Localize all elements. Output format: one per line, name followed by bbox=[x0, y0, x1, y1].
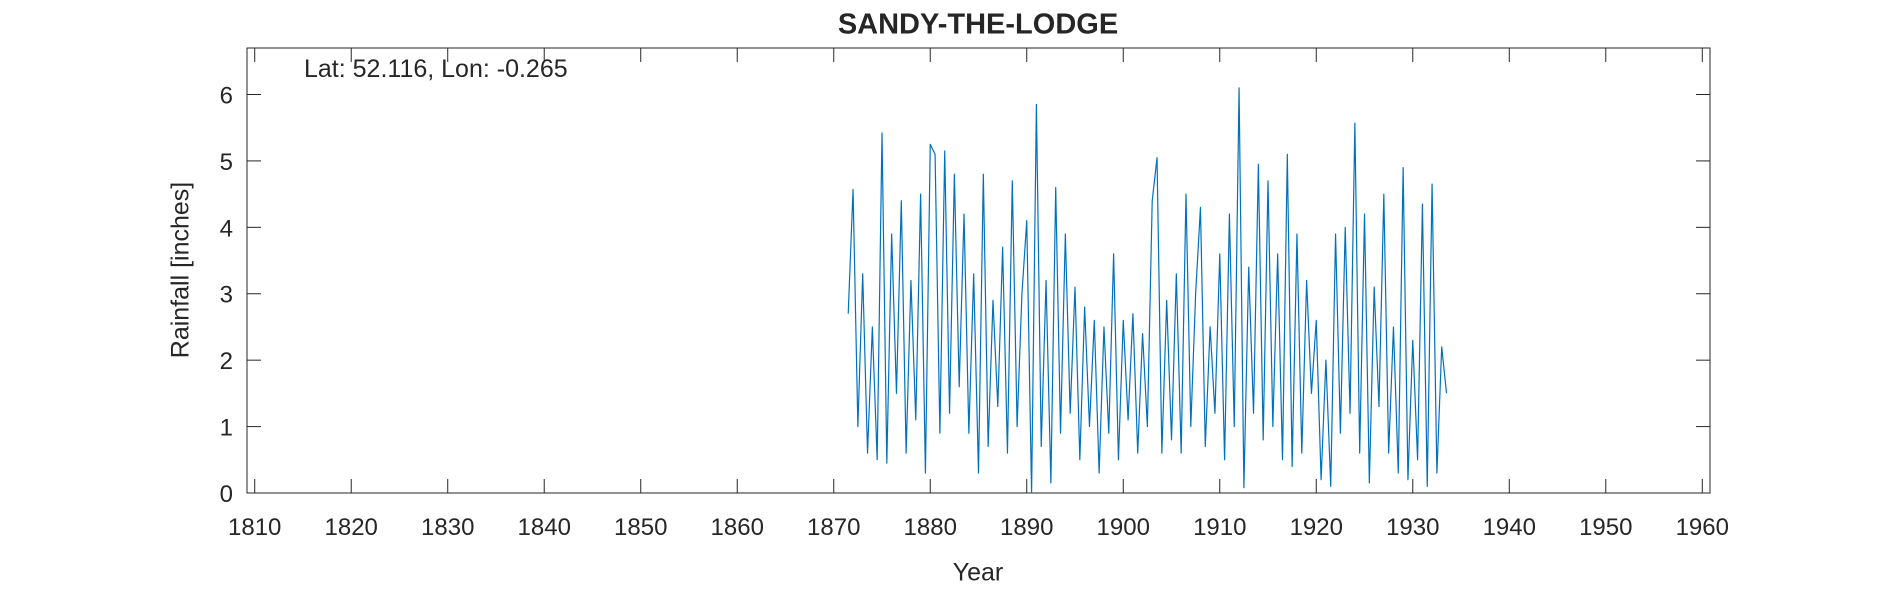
y-tick-label: 6 bbox=[220, 82, 233, 109]
x-axis-label: Year bbox=[953, 559, 1004, 587]
x-tick-label: 1940 bbox=[1483, 514, 1536, 541]
x-tick-label: 1830 bbox=[421, 514, 474, 541]
x-tick-label: 1840 bbox=[518, 514, 571, 541]
x-tick-label: 1900 bbox=[1097, 514, 1150, 541]
annotation: Lat: 52.116, Lon: -0.265 bbox=[304, 55, 568, 83]
y-tick-label: 3 bbox=[220, 282, 233, 309]
y-tick-label: 4 bbox=[220, 215, 233, 242]
axes-box bbox=[246, 47, 1711, 494]
y-tick-label: 1 bbox=[220, 415, 233, 442]
chart-title: SANDY-THE-LODGE bbox=[838, 9, 1118, 41]
x-tick-label: 1870 bbox=[807, 514, 860, 541]
y-axis-label: Rainfall [inches] bbox=[167, 182, 195, 358]
y-tick-label: 0 bbox=[220, 481, 233, 508]
x-tick-label: 1850 bbox=[614, 514, 667, 541]
x-tick-label: 1820 bbox=[325, 514, 378, 541]
x-tick-label: 1880 bbox=[904, 514, 957, 541]
x-tick-label: 1960 bbox=[1676, 514, 1729, 541]
x-tick-label: 1890 bbox=[1000, 514, 1053, 541]
y-tick-label: 2 bbox=[220, 348, 233, 375]
x-tick-label: 1810 bbox=[228, 514, 281, 541]
y-tick-label: 5 bbox=[220, 149, 233, 176]
x-tick-label: 1930 bbox=[1386, 514, 1439, 541]
x-tick-label: 1860 bbox=[711, 514, 764, 541]
x-tick-label: 1950 bbox=[1579, 514, 1632, 541]
x-tick-label: 1920 bbox=[1290, 514, 1343, 541]
x-tick-label: 1910 bbox=[1193, 514, 1246, 541]
data-line bbox=[847, 87, 1448, 494]
